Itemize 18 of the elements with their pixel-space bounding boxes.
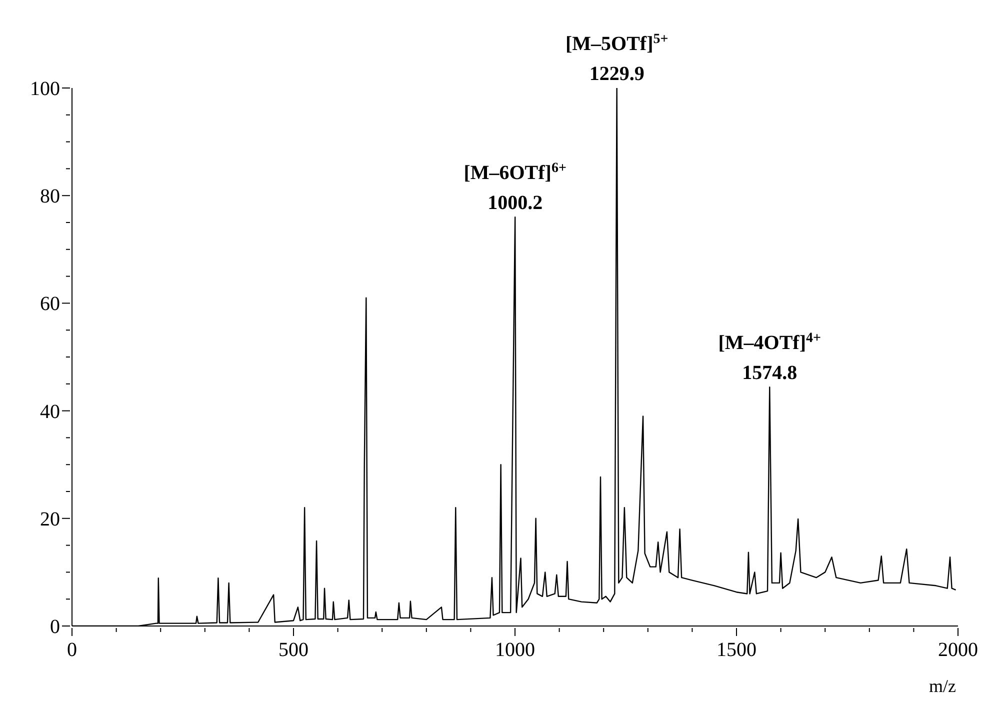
annotation: [M–5OTf]$^{5+}$: [565, 32, 668, 55]
x-tick-label: 2000: [938, 639, 978, 661]
y-tick-label: 80: [40, 186, 60, 208]
annotation: [M–4OTf]$^{4+}$: [718, 330, 822, 354]
y-tick-label: 0: [50, 616, 60, 638]
x-tick-label: 1000: [495, 639, 535, 661]
y-tick-label: 20: [40, 508, 60, 530]
x-tick-label: 0: [67, 639, 77, 661]
annotation: 1574.8: [742, 362, 798, 384]
x-tick-label: 500: [278, 639, 308, 661]
x-axis-title: m/z: [929, 676, 956, 696]
annotation: [M–6OTf]$^{6+}$: [464, 160, 566, 184]
x-tick-label: 1500: [716, 639, 756, 661]
y-tick-label: 40: [40, 400, 60, 423]
y-tick-label: 60: [40, 293, 60, 316]
y-tick-label: 100: [30, 78, 60, 100]
annotation: 1000.2: [488, 192, 543, 214]
annotation: 1229.9: [589, 63, 644, 85]
